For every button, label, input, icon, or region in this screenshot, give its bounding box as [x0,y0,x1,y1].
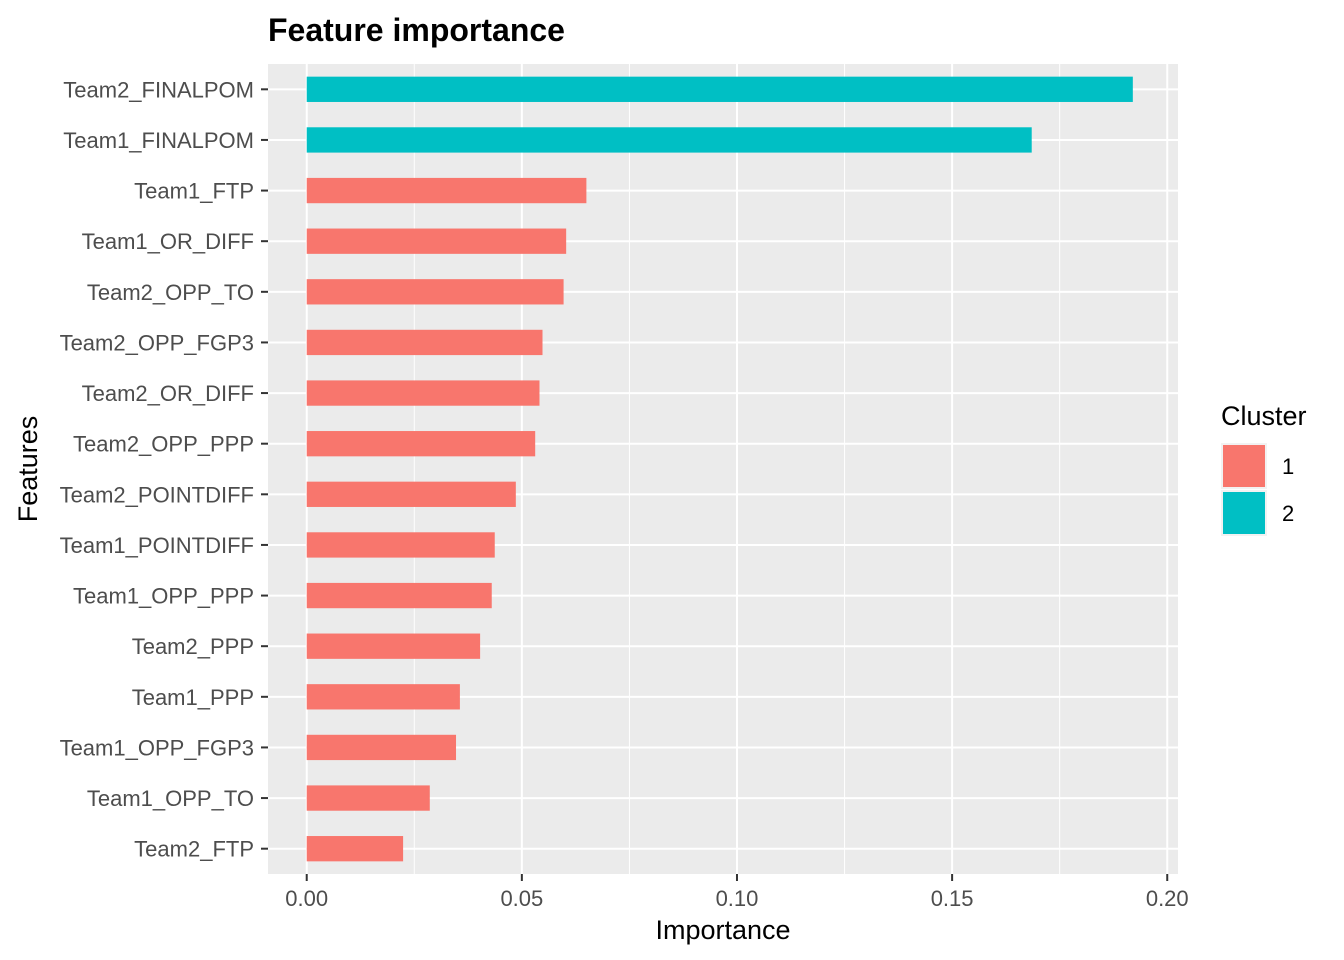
bar-team1-ftp [306,177,587,204]
bar-team2-or-diff [306,380,540,406]
y-axis-title: Features [13,416,43,523]
bar-team1-opp-ppp [306,582,492,609]
x-tick-label: 0.00 [285,886,328,911]
x-axis-title: Importance [655,915,790,945]
y-tick-label: Team1_OR_DIFF [82,229,254,254]
y-tick-label: Team2_PPP [132,634,254,659]
legend-swatch-1 [1223,445,1265,487]
bar-team2-opp-to [306,279,564,305]
x-tick-label: 0.20 [1146,886,1189,911]
bar-team1-finalpom [306,127,1032,153]
legend: Cluster 1 2 [1221,401,1307,536]
y-tick-label: Team2_OR_DIFF [82,381,254,406]
bar-team2-finalpom [306,76,1133,102]
y-tick-label: Team2_POINTDIFF [60,482,254,507]
bar-team1-or-diff [306,228,567,254]
y-tick-label: Team1_FINALPOM [63,128,254,153]
x-tick-label: 0.05 [500,886,543,911]
bar-team2-ppp [306,633,481,659]
bar-team2-pointdiff [306,481,516,507]
bar-team2-opp-fgp3 [306,329,543,356]
legend-swatch-2 [1223,492,1265,534]
y-tick-label: Team1_OPP_TO [87,786,254,811]
y-tick-label: Team2_FTP [134,837,254,862]
bar-team1-pointdiff [306,532,495,558]
chart-title: Feature importance [268,12,565,48]
x-tick-label: 0.10 [716,886,759,911]
x-tick-label: 0.15 [931,886,974,911]
legend-label-1: 1 [1282,454,1294,479]
legend-label-2: 2 [1282,501,1294,526]
legend-title: Cluster [1221,401,1307,431]
y-tick-label: Team1_OPP_FGP3 [60,735,254,760]
y-tick-label: Team2_FINALPOM [63,77,254,102]
y-tick-label: Team1_OPP_PPP [73,584,254,609]
y-axis: Team2_FINALPOM Team1_FINALPOM Team1_FTP Tea… [60,77,268,862]
bars [306,76,1133,862]
bar-team2-ftp [306,836,404,862]
y-tick-label: Team2_OPP_FGP3 [60,330,254,355]
y-tick-label: Team2_OPP_PPP [73,432,254,457]
bar-team1-ppp [306,684,460,710]
bar-team1-opp-to [306,785,430,811]
y-tick-label: Team1_PPP [132,685,254,710]
y-tick-label: Team1_FTP [134,179,254,204]
bar-team2-opp-ppp [306,431,536,457]
x-axis: 0.00 0.05 0.10 0.15 0.20 [285,874,1189,911]
bar-team1-opp-fgp3 [306,734,457,761]
y-tick-label: Team2_OPP_TO [87,280,254,305]
y-tick-label: Team1_POINTDIFF [60,533,254,558]
